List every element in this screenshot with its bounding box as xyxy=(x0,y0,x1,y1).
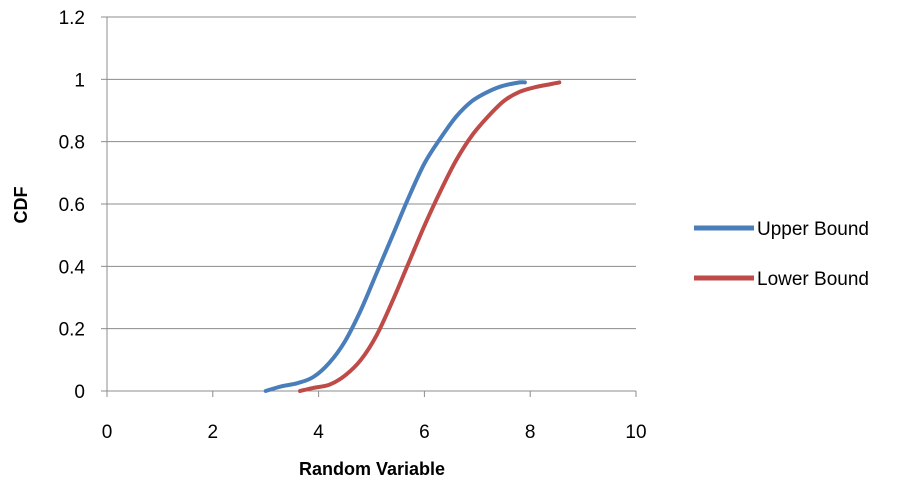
legend-label-lower-bound: Lower Bound xyxy=(757,269,869,290)
legend: Upper Bound Lower Bound xyxy=(694,219,869,290)
series-lines xyxy=(263,80,562,393)
y-tick-label-0: 0 xyxy=(74,382,85,403)
series-line-upper-bound xyxy=(263,80,527,393)
y-tick-label-1: 0.2 xyxy=(59,320,85,341)
x-tick-label-5: 10 xyxy=(625,422,646,443)
y-tick-label-5: 1 xyxy=(74,70,85,91)
x-tick-label-3: 6 xyxy=(419,422,430,443)
legend-label-upper-bound: Upper Bound xyxy=(757,219,869,240)
y-tick-label-3: 0.6 xyxy=(59,195,85,216)
x-axis-ticks: 0 2 4 6 8 10 xyxy=(102,391,647,443)
y-tick-label-2: 0.4 xyxy=(59,257,86,278)
gridlines xyxy=(107,16,636,392)
x-tick-label-1: 2 xyxy=(208,422,219,443)
x-tick-label-4: 8 xyxy=(525,422,536,443)
x-tick-label-2: 4 xyxy=(313,422,324,443)
y-tick-label-6: 1.2 xyxy=(59,8,85,29)
y-tick-label-4: 0.8 xyxy=(59,133,85,154)
y-axis-title: CDF xyxy=(11,187,31,224)
y-axis-ticks: 0 0.2 0.4 0.6 0.8 1 1.2 xyxy=(59,8,107,403)
x-axis-title: Random Variable xyxy=(299,459,445,479)
x-tick-label-0: 0 xyxy=(102,422,113,443)
series-line-lower-bound xyxy=(298,80,562,393)
